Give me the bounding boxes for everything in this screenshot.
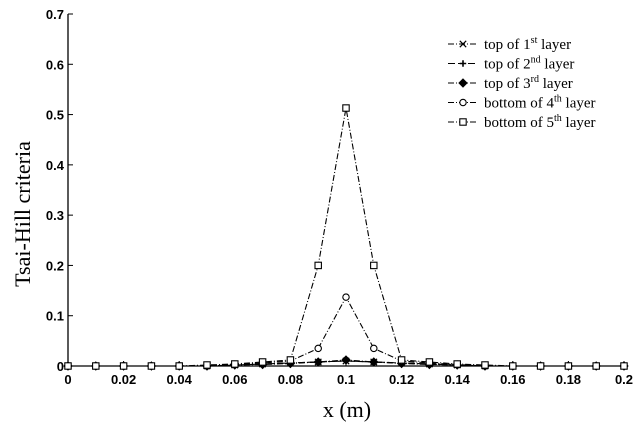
x-tick-label: 0.12: [389, 372, 414, 387]
data-point: [453, 360, 461, 368]
legend-label-text: bottom of 5: [484, 115, 554, 131]
y-axis-label: Tsai-Hill criteria: [10, 141, 35, 287]
data-point: [481, 361, 489, 369]
data-point: [509, 362, 517, 370]
data-point: [313, 357, 323, 367]
legend-label-text: layer: [537, 37, 571, 53]
data-point: [286, 356, 295, 364]
legend-label-text: layer: [562, 115, 596, 131]
legend-label-text: layer: [541, 57, 575, 73]
x-axis-ticks: 0 0.02 0.04 0.06 0.08 0.1 0.12 0.14 0.16 0.18 0.2: [64, 361, 633, 387]
data-point: [314, 344, 322, 353]
legend-label-text: top of 3: [484, 76, 531, 92]
y-tick-label: 0.2: [46, 258, 64, 273]
data-point: [370, 344, 378, 353]
data-point: [147, 362, 156, 370]
y-tick-label: 0.5: [46, 108, 64, 123]
data-point: [370, 261, 378, 270]
x-tick-label: 0.16: [500, 372, 525, 387]
data-point: [64, 362, 72, 370]
x-tick-label: 0.02: [111, 372, 136, 387]
x-tick-label: 0.1: [337, 372, 355, 387]
x-tick-label: 0.06: [222, 372, 247, 387]
data-point: [342, 293, 350, 301]
data-point: [592, 362, 600, 370]
data-point: [536, 362, 545, 370]
legend-item: bottom of 4th layer: [448, 94, 596, 112]
y-axis-ticks: 0 0.1 0.2 0.3 0.4 0.5 0.6 0.7: [46, 7, 73, 374]
legend-label-superscript: th: [554, 94, 562, 105]
data-point: [341, 355, 351, 365]
data-point: [314, 261, 322, 270]
data-point: [203, 361, 211, 369]
plot-area: [63, 104, 629, 371]
y-tick-label: 0.1: [46, 309, 64, 324]
legend-label: top of 1st layer: [484, 35, 571, 53]
legend-label-text: layer: [562, 96, 596, 112]
data-point: [231, 360, 239, 368]
legend-marker: [459, 40, 467, 48]
y-tick-label: 0.4: [46, 158, 65, 173]
x-tick-label: 0.2: [615, 372, 633, 387]
legend-label: top of 3rd layer: [484, 74, 573, 92]
y-tick-label: 0.7: [46, 7, 64, 22]
data-point: [397, 356, 406, 364]
legend-item: top of 2nd layer: [448, 55, 574, 73]
data-point: [369, 357, 379, 367]
legend-label-text: top of 1: [484, 37, 531, 53]
x-tick-label: 0.04: [167, 372, 193, 387]
x-tick-label: 0.14: [445, 372, 471, 387]
legend-label: bottom of 5th layer: [484, 113, 596, 131]
legend-marker: [459, 118, 467, 126]
data-point: [119, 362, 128, 370]
legend-label: top of 2nd layer: [484, 55, 574, 73]
y-tick-label: 0.3: [46, 208, 64, 223]
series-5: [64, 104, 628, 370]
data-point: [342, 104, 350, 112]
data-point: [425, 358, 434, 366]
legend-marker: [458, 78, 468, 88]
legend-label-superscript: nd: [531, 55, 541, 66]
x-axis-label: x (m): [323, 397, 371, 422]
legend-label-superscript: st: [531, 35, 538, 46]
x-tick-label: 0: [64, 372, 71, 387]
data-point: [175, 362, 183, 370]
x-tick-label: 0.18: [556, 372, 581, 387]
legend-item: top of 3rd layer: [448, 74, 573, 92]
legend-label: bottom of 4th layer: [484, 94, 596, 112]
legend-label-superscript: rd: [531, 74, 539, 85]
legend-marker: [459, 98, 467, 107]
x-tick-label: 0.08: [278, 372, 303, 387]
legend-label-superscript: th: [554, 113, 562, 124]
y-tick-label: 0.6: [46, 57, 64, 72]
y-tick-label: 0: [57, 359, 64, 374]
series-line: [68, 107, 624, 367]
legend-item: bottom of 5th layer: [448, 113, 596, 131]
legend-item: top of 1st layer: [448, 35, 571, 53]
legend-marker: [459, 60, 467, 67]
data-point: [258, 358, 267, 366]
legend-label-text: top of 2: [484, 57, 531, 73]
legend-label-text: bottom of 4: [484, 96, 554, 112]
data-point: [564, 362, 573, 370]
legend-label-text: layer: [539, 76, 573, 92]
data-point: [92, 362, 100, 370]
data-point: [620, 362, 628, 370]
